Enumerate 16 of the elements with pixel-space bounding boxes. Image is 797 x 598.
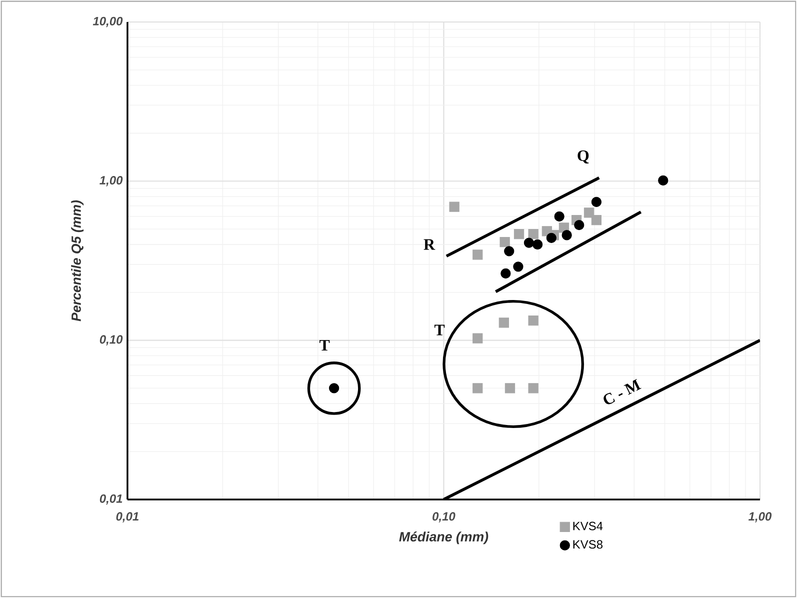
legend-label: KVS4 <box>573 522 603 530</box>
y-tick-label: 1,00 <box>100 176 123 186</box>
annotation: T <box>319 340 330 351</box>
y-axis-title: Percentile Q5 (mm) <box>71 200 84 322</box>
annotation: R <box>424 239 436 250</box>
y-tick-label: 0,10 <box>100 335 123 346</box>
x-tick-label: 0,01 <box>116 512 138 522</box>
annotation: Q <box>578 150 589 164</box>
x-axis-title: Médiane (mm) <box>399 532 488 544</box>
annotation: C - M <box>604 379 642 404</box>
x-tick-label: 0,10 <box>432 512 456 522</box>
x-tick-label: 1,00 <box>748 512 772 522</box>
legend-label: KVS8 <box>573 540 602 549</box>
y-tick-label: 0,01 <box>100 494 122 505</box>
annotation: T <box>434 324 445 336</box>
y-tick-label: 10,00 <box>92 16 123 28</box>
